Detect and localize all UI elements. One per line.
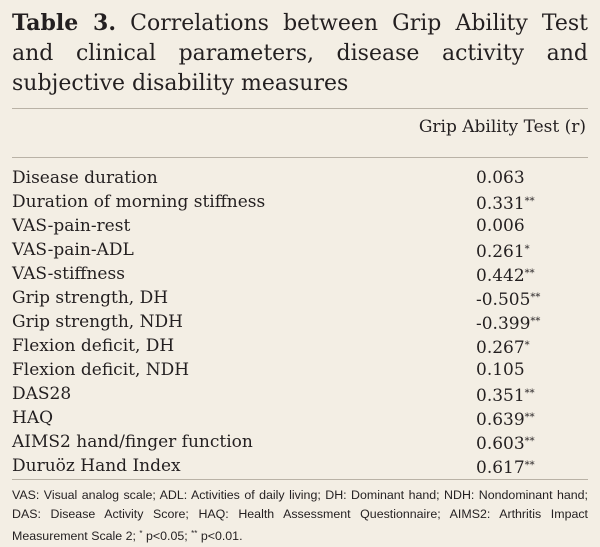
row-label: DAS28 (12, 384, 72, 404)
cell-value: -0.399** (476, 310, 540, 336)
cell-value: 0.351** (476, 382, 535, 408)
sig-mark: ** (524, 196, 535, 207)
table-row: VAS-pain-ADL 0.261* (12, 238, 588, 262)
cell-value: 0.603** (476, 430, 535, 456)
correlation: 0.639 (476, 410, 525, 430)
table-row: VAS-pain-rest 0.006 (12, 214, 588, 238)
row-label: VAS-pain-rest (12, 216, 131, 236)
rule (12, 157, 588, 158)
sig-mark: ** (524, 436, 535, 447)
sig-mark: ** (524, 460, 535, 471)
cell-value: 0.006 (476, 214, 525, 238)
row-label: VAS-stiffness (12, 264, 125, 284)
table-row: Duruöz Hand Index 0.617** (12, 454, 588, 478)
sig-mark: ** (524, 412, 535, 423)
table-row: VAS-stiffness 0.442** (12, 262, 588, 286)
table-row: Flexion deficit, NDH 0.105 (12, 358, 588, 382)
table-row: Duration of morning stiffness 0.331** (12, 190, 588, 214)
row-label: Duruöz Hand Index (12, 456, 181, 476)
sig-mark: ** (530, 316, 541, 327)
cell-value: 0.267* (476, 334, 530, 360)
correlation: 0.006 (476, 216, 525, 236)
row-label: Grip strength, NDH (12, 312, 183, 332)
row-label: Flexion deficit, DH (12, 336, 175, 356)
row-label: Duration of morning stiffness (12, 192, 266, 212)
correlation: 0.063 (476, 168, 525, 188)
correlation: 0.351 (476, 386, 525, 406)
table-row: Grip strength, DH -0.505** (12, 286, 588, 310)
row-label: HAQ (12, 408, 54, 428)
row-label: Flexion deficit, NDH (12, 360, 190, 380)
sig-mark: ** (191, 529, 198, 538)
correlation: -0.505 (476, 290, 531, 310)
footnote-text: VAS: Visual analog scale; ADL: Activitie… (12, 488, 588, 543)
correlation: -0.399 (476, 314, 531, 334)
correlation: 0.331 (476, 194, 525, 214)
row-label: Disease duration (12, 168, 158, 188)
row-label: Grip strength, DH (12, 288, 169, 308)
sig-mark: ** (524, 388, 535, 399)
correlation: 0.105 (476, 360, 525, 380)
sig-mark: * (524, 340, 530, 351)
cell-value: -0.505** (476, 286, 540, 312)
column-header: Grip Ability Test (r) (418, 117, 586, 137)
table-row: HAQ 0.639** (12, 406, 588, 430)
table-row: Grip strength, NDH -0.399** (12, 310, 588, 334)
table-title: Table 3. Correlations between Grip Abili… (12, 8, 588, 99)
table-row: AIMS2 hand/finger function 0.603** (12, 430, 588, 454)
sig-mark: * (524, 244, 530, 255)
cell-value: 0.639** (476, 406, 535, 432)
cell-value: 0.331** (476, 190, 535, 216)
table-label: Table 3. (12, 10, 116, 36)
correlation: 0.603 (476, 434, 525, 454)
correlation: 0.267 (476, 338, 525, 358)
table-body: Disease duration 0.063 Duration of morning… (12, 166, 588, 478)
sig-mark: ** (530, 292, 541, 303)
cell-value: 0.261* (476, 238, 530, 264)
cell-value: 0.617** (476, 454, 535, 480)
sig-mark: ** (524, 268, 535, 279)
cell-value: 0.063 (476, 166, 525, 190)
title-text: Correlations between Grip Ability Test a… (12, 11, 589, 96)
footnote-text: p<0.01. (200, 529, 243, 543)
footnote-text: p<0.05; (146, 529, 188, 543)
correlation: 0.617 (476, 458, 525, 478)
correlation: 0.442 (476, 266, 525, 286)
sig-mark: * (139, 529, 143, 538)
table-row: DAS28 0.351** (12, 382, 588, 406)
row-label: AIMS2 hand/finger function (12, 432, 253, 452)
cell-value: 0.442** (476, 262, 535, 288)
rule (12, 479, 588, 480)
table-row: Disease duration 0.063 (12, 166, 588, 190)
correlation: 0.261 (476, 242, 525, 262)
rule (12, 108, 588, 109)
cell-value: 0.105 (476, 358, 525, 382)
table-row: Flexion deficit, DH 0.267* (12, 334, 588, 358)
footnote: VAS: Visual analog scale; ADL: Activitie… (12, 486, 588, 546)
row-label: VAS-pain-ADL (12, 240, 134, 260)
